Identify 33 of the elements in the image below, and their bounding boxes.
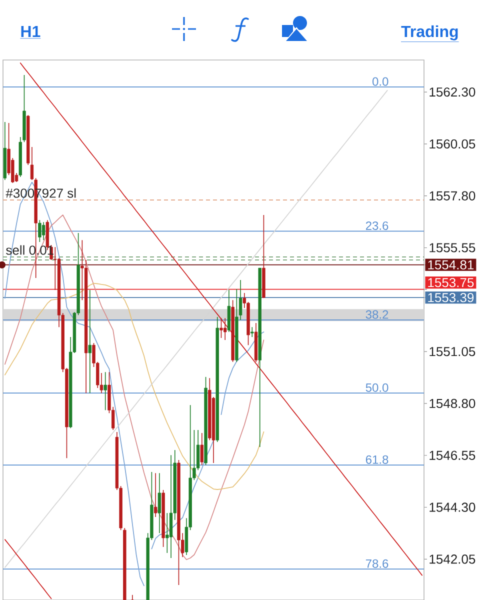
- text: Trading: [401, 25, 458, 40]
- annotation: 23.6: [366, 221, 388, 230]
- y-tick-label: 1562.30: [430, 87, 476, 97]
- y-tick-label: 1551.05: [430, 346, 476, 356]
- annotation: 61.8: [366, 455, 388, 464]
- y-tick-label: 1557.80: [430, 191, 476, 200]
- y-tick-label: 1560.05: [430, 139, 476, 149]
- annotation: 38.2: [366, 310, 388, 319]
- candlestick: [42, 222, 46, 241]
- y-tick-label: 1546.55: [430, 450, 476, 460]
- candlestick: [38, 220, 42, 242]
- y-tick-label: 1553.75: [428, 278, 474, 288]
- candlestick: [154, 472, 158, 518]
- candlestick: [169, 454, 173, 558]
- candlestick: [158, 472, 162, 534]
- annotation: 78.6: [366, 559, 388, 568]
- y-tick-label: 1554.81: [428, 260, 474, 270]
- annotation: 0.0: [372, 77, 388, 86]
- candlestick: [88, 290, 92, 394]
- candlestick: [200, 432, 204, 466]
- y-tick-label: 1544.30: [430, 502, 476, 512]
- y-tick-label: 1548.80: [430, 398, 476, 408]
- candlestick: [130, 594, 134, 600]
- candlestick: [220, 318, 223, 338]
- y-tick-label: 1542.05: [430, 554, 476, 564]
- text: H1: [21, 26, 40, 37]
- candlestick: [227, 290, 231, 332]
- annotation: 50.0: [366, 383, 388, 392]
- candlestick: [250, 326, 254, 338]
- y-tick-label: 1553.39: [428, 292, 474, 302]
- candlestick: [223, 318, 227, 340]
- candlestick: [104, 372, 107, 411]
- y-tick-label: 1555.55: [430, 243, 476, 252]
